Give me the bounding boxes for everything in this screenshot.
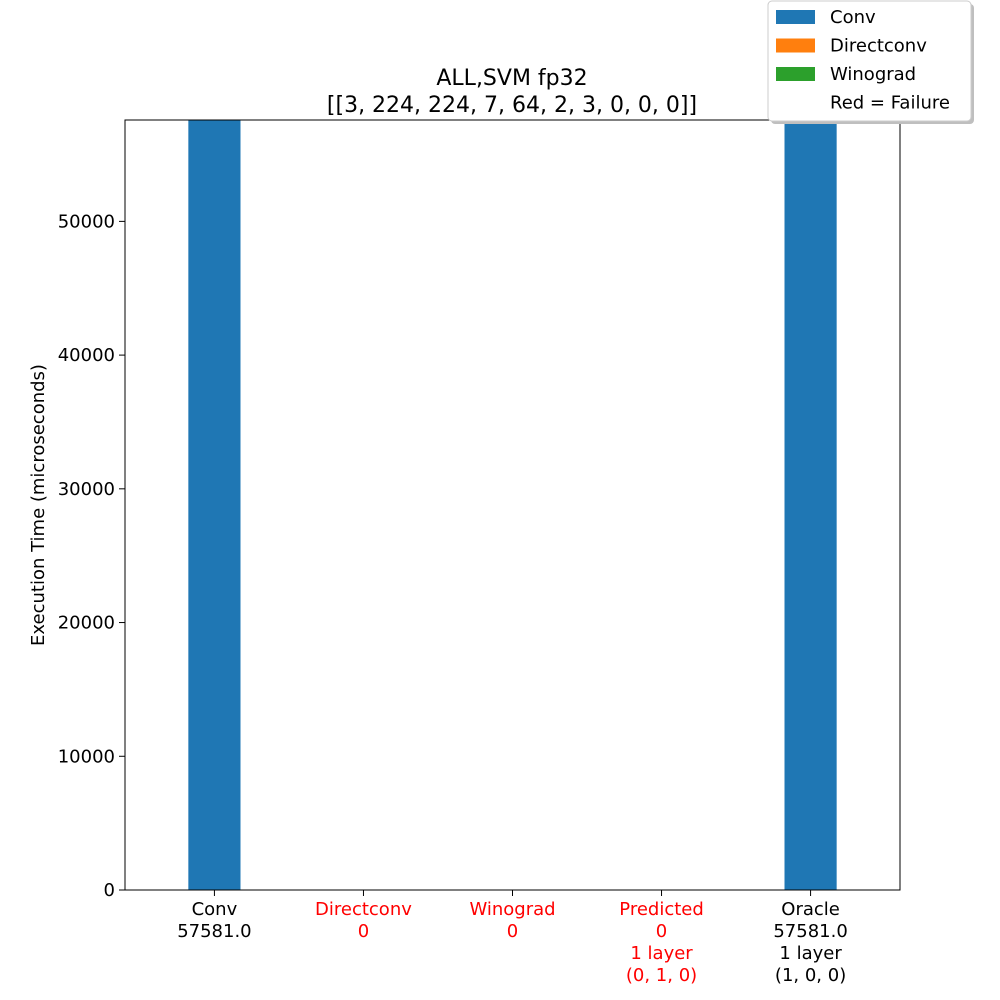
legend: Conv Directconv Winograd Red = Failure bbox=[767, 0, 974, 124]
y-tick-label: 30000 bbox=[58, 479, 115, 500]
y-tick-label: 50000 bbox=[58, 211, 115, 232]
bar-conv bbox=[188, 120, 241, 890]
x-tick-label: (1, 0, 0) bbox=[775, 965, 846, 986]
x-tick-label: Predicted bbox=[619, 899, 704, 920]
x-tick-label: Oracle bbox=[781, 899, 840, 920]
bars-layer bbox=[188, 120, 837, 890]
x-tick-label: 0 bbox=[656, 921, 667, 942]
y-tick-label: 40000 bbox=[58, 345, 115, 366]
y-tick-label: 0 bbox=[104, 880, 115, 901]
x-tick-label: 1 layer bbox=[630, 943, 693, 964]
legend-label: Conv bbox=[830, 7, 876, 28]
x-tick-label: (0, 1, 0) bbox=[626, 965, 697, 986]
x-tick-label: 1 layer bbox=[779, 943, 842, 964]
legend-label: Red = Failure bbox=[830, 93, 950, 114]
legend-swatch-conv bbox=[776, 10, 815, 24]
legend-label: Directconv bbox=[830, 36, 927, 57]
x-tick-label: 57581.0 bbox=[177, 921, 251, 942]
plot-frame bbox=[124, 119, 901, 891]
chart-title-line1: ALL,SVM fp32 bbox=[436, 66, 587, 91]
y-tick-label: 10000 bbox=[58, 746, 115, 767]
legend-box bbox=[767, 0, 972, 122]
legend-swatch-directconv bbox=[776, 38, 815, 53]
chart-title-line2: [[3, 224, 224, 7, 64, 2, 3, 0, 0, 0]] bbox=[327, 93, 697, 118]
x-tick-label: 57581.0 bbox=[773, 921, 847, 942]
legend-swatch-winograd bbox=[776, 67, 815, 81]
x-tick-label: Conv bbox=[192, 899, 238, 920]
x-tick-label: Winograd bbox=[469, 899, 555, 920]
y-axis: 0 10000 20000 30000 40000 50000 bbox=[58, 211, 125, 901]
x-tick-label: 0 bbox=[507, 921, 518, 942]
x-tick-label: 0 bbox=[358, 921, 369, 942]
y-tick-label: 20000 bbox=[58, 613, 115, 634]
x-tick-label: Directconv bbox=[315, 899, 412, 920]
legend-label: Winograd bbox=[830, 64, 916, 85]
y-axis-label: Execution Time (microseconds) bbox=[28, 364, 49, 646]
x-axis: Conv57581.0Directconv0Winograd0Predicted… bbox=[177, 890, 848, 986]
bar-oracle bbox=[784, 120, 837, 890]
